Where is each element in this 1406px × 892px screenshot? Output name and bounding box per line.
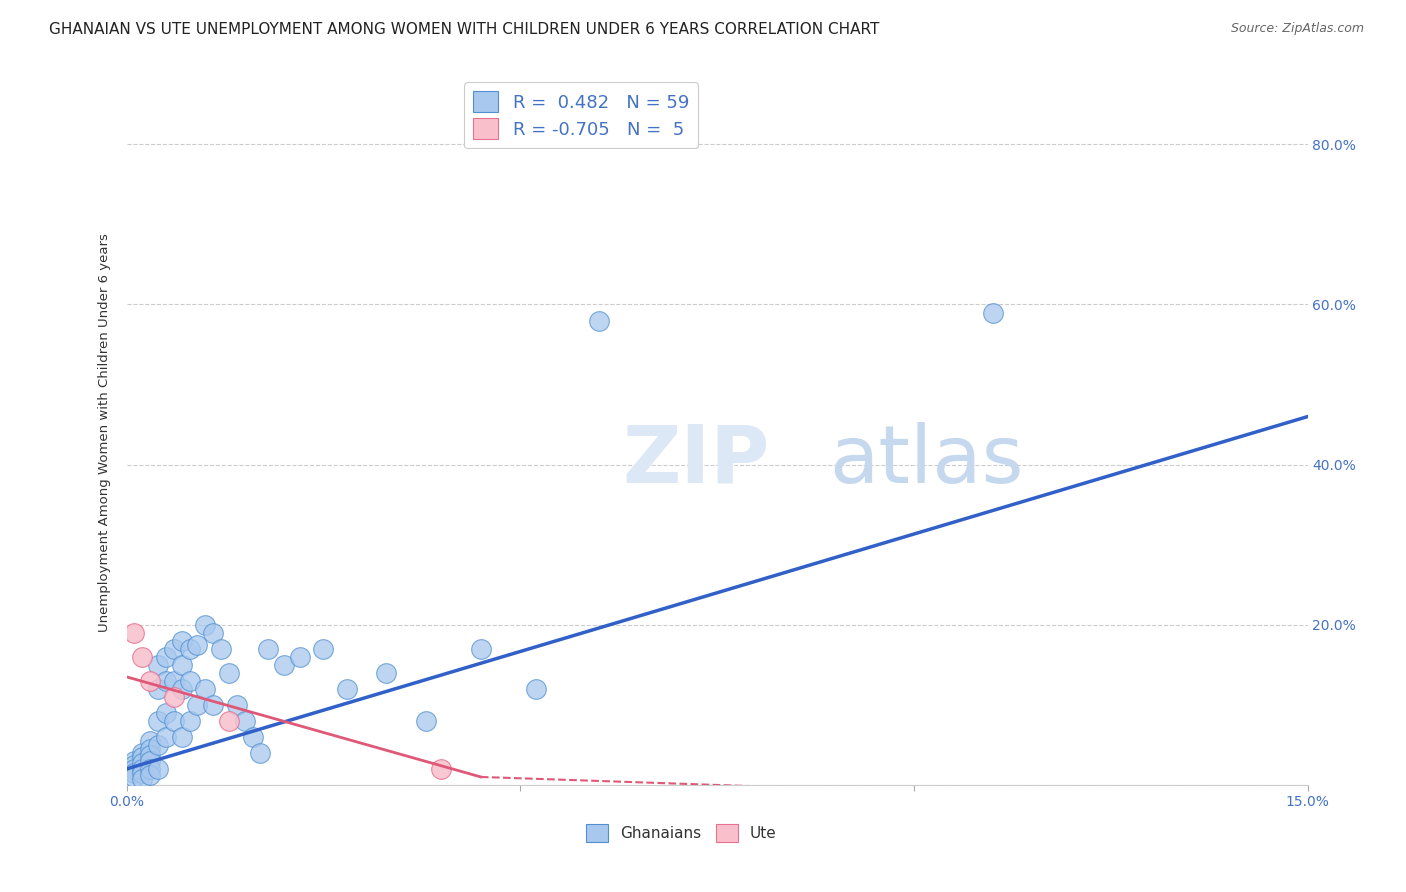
Point xyxy=(179,641,201,656)
Text: atlas: atlas xyxy=(830,422,1024,500)
Point xyxy=(146,657,169,672)
Point xyxy=(242,730,264,744)
Point xyxy=(124,625,146,640)
Point xyxy=(163,714,186,728)
Point xyxy=(336,681,359,696)
Y-axis label: Unemployment Among Women with Children Under 6 years: Unemployment Among Women with Children U… xyxy=(97,233,111,632)
Point xyxy=(131,766,153,780)
Point xyxy=(588,313,610,327)
Point xyxy=(470,641,492,656)
Point xyxy=(139,768,162,782)
Point xyxy=(139,734,162,748)
Point xyxy=(131,746,153,760)
Point xyxy=(415,714,437,728)
Point xyxy=(179,714,201,728)
Point xyxy=(273,657,295,672)
Point xyxy=(170,633,193,648)
Point xyxy=(233,714,256,728)
Point xyxy=(218,665,240,680)
Point xyxy=(131,649,153,664)
Point xyxy=(124,770,146,784)
Point xyxy=(981,305,1004,319)
Point xyxy=(146,738,169,752)
Point xyxy=(131,762,153,776)
Point xyxy=(524,681,547,696)
Point xyxy=(257,641,280,656)
Point xyxy=(163,690,186,704)
Point xyxy=(146,762,169,776)
Text: GHANAIAN VS UTE UNEMPLOYMENT AMONG WOMEN WITH CHILDREN UNDER 6 YEARS CORRELATION: GHANAIAN VS UTE UNEMPLOYMENT AMONG WOMEN… xyxy=(49,22,880,37)
Point xyxy=(170,730,193,744)
Point xyxy=(194,617,217,632)
Point xyxy=(170,681,193,696)
Point xyxy=(179,673,201,688)
Point xyxy=(170,657,193,672)
Point xyxy=(288,649,311,664)
Point xyxy=(155,706,177,720)
Legend: Ghanaians, Ute: Ghanaians, Ute xyxy=(581,818,783,847)
Point xyxy=(163,641,186,656)
Point xyxy=(139,762,162,776)
Point xyxy=(155,649,177,664)
Point xyxy=(186,698,208,712)
Point xyxy=(186,638,208,652)
Point xyxy=(249,746,271,760)
Point xyxy=(155,730,177,744)
Point xyxy=(202,698,225,712)
Point xyxy=(124,758,146,772)
Point xyxy=(131,772,153,786)
Point xyxy=(124,766,146,780)
Point xyxy=(202,625,225,640)
Point xyxy=(131,756,153,770)
Point xyxy=(124,754,146,768)
Point xyxy=(218,714,240,728)
Point xyxy=(139,673,162,688)
Point xyxy=(146,681,169,696)
Point xyxy=(131,750,153,764)
Point xyxy=(155,673,177,688)
Point xyxy=(375,665,398,680)
Point xyxy=(430,762,453,776)
Point xyxy=(225,698,247,712)
Point xyxy=(139,754,162,768)
Point xyxy=(124,762,146,776)
Text: ZIP: ZIP xyxy=(623,422,770,500)
Point xyxy=(139,747,162,762)
Point xyxy=(139,742,162,756)
Point xyxy=(312,641,335,656)
Point xyxy=(163,673,186,688)
Point xyxy=(194,681,217,696)
Point xyxy=(209,641,232,656)
Text: Source: ZipAtlas.com: Source: ZipAtlas.com xyxy=(1230,22,1364,36)
Point xyxy=(146,714,169,728)
